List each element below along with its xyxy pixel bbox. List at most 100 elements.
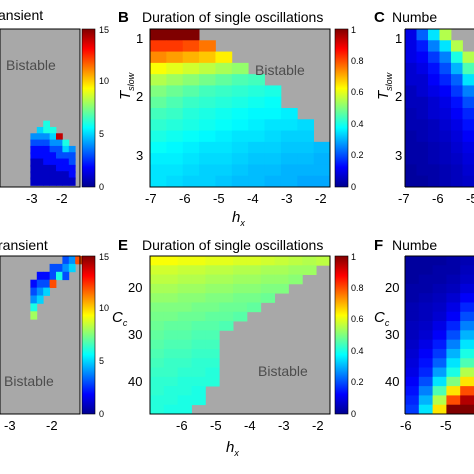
heatmap-cell (432, 321, 447, 331)
heatmap-cell (49, 145, 57, 155)
heatmap-cell (62, 164, 70, 174)
panel-b-xtick-3: -5 (213, 191, 225, 206)
heatmap-cell (432, 376, 447, 387)
heatmap-cell (231, 74, 249, 86)
heatmap-cell (451, 96, 463, 109)
heatmap-cell (191, 311, 206, 322)
panel-b-xtick-4: -4 (247, 191, 259, 206)
heatmap-cell (248, 130, 265, 143)
heatmap-cell (166, 141, 184, 154)
heatmap-cell (297, 119, 315, 131)
heatmap-cell (460, 348, 474, 359)
heatmap-cell (460, 386, 474, 396)
heatmap-cell (30, 152, 38, 161)
heatmap-cell (405, 386, 420, 396)
heatmap-cell (264, 108, 282, 120)
heatmap-cell (248, 141, 265, 154)
heatmap-cell (231, 141, 249, 154)
heatmap-cell (405, 74, 417, 86)
heatmap-cell (246, 302, 262, 313)
panel-b-xtick-1: -7 (145, 191, 157, 206)
panel-f: F Numbe -6 -5 20 30 40 Cc (374, 237, 474, 433)
heatmap-cell (182, 153, 200, 165)
heatmap-cell (460, 395, 474, 406)
heatmap-cell (150, 164, 167, 177)
heatmap-cell (446, 321, 461, 331)
heatmap-cell (418, 265, 433, 275)
heatmap-cell (219, 283, 234, 294)
heatmap-cell (49, 152, 57, 161)
heatmap-cell (150, 141, 167, 154)
heatmap-cell (166, 108, 184, 120)
heatmap-cell (150, 119, 167, 131)
heatmap-cell (150, 74, 167, 86)
heatmap-cell (297, 164, 315, 177)
heatmap-cell (460, 404, 474, 415)
heatmap-cell (280, 108, 298, 120)
heatmap-cell (163, 293, 179, 303)
heatmap-cell (313, 153, 331, 165)
heatmap-cell (49, 139, 57, 148)
panel-e-cb-tick-02: 0.2 (351, 377, 364, 387)
heatmap-cell (248, 119, 265, 131)
panel-b-ytick-3: 3 (136, 148, 143, 163)
heatmap-cell (150, 96, 167, 109)
heatmap-cell (191, 274, 206, 285)
heatmap-cell (297, 141, 315, 154)
panel-f-letter: F (374, 237, 383, 254)
panel-c-ytick-1: 1 (395, 31, 402, 46)
panel-d-cb-tick-15: 15 (99, 252, 109, 262)
heatmap-cell (246, 274, 262, 285)
heatmap-cell (274, 274, 289, 285)
heatmap-cell (177, 395, 192, 406)
heatmap-cell (166, 62, 184, 75)
heatmap-cell (205, 376, 220, 387)
heatmap-cell (150, 130, 167, 143)
heatmap-cell (56, 171, 63, 180)
panel-e: E Duration of single oscillations Bistab… (112, 237, 364, 458)
heatmap-cell (313, 164, 331, 177)
heatmap-cell (49, 263, 57, 273)
heatmap-cell (182, 40, 200, 52)
heatmap-cell (446, 283, 461, 294)
heatmap-cell (199, 175, 216, 188)
heatmap-cell (177, 367, 192, 378)
heatmap-cell (215, 164, 233, 177)
heatmap-cell (233, 311, 248, 322)
heatmap-cell (49, 271, 57, 281)
heatmap-cell (150, 376, 165, 387)
heatmap-cell (451, 62, 463, 75)
panel-b-cb-tick-0: 0 (351, 182, 356, 192)
panel-b-ytick-2: 2 (136, 89, 143, 104)
heatmap-cell (248, 164, 265, 177)
panel-f-ytick-1: 20 (385, 280, 399, 295)
heatmap-cell (405, 153, 417, 165)
heatmap-cell (439, 119, 452, 131)
panel-e-xtick-3: -4 (244, 418, 256, 433)
heatmap-cell (418, 376, 433, 387)
heatmap-cell (446, 265, 461, 275)
heatmap-cell (428, 130, 440, 143)
heatmap-cell (150, 51, 167, 64)
heatmap-cell (150, 293, 165, 303)
heatmap-cell (163, 348, 179, 359)
heatmap-cell (416, 164, 429, 177)
panel-a-cb-tick-15: 15 (99, 25, 109, 35)
panel-a-frame (0, 28, 81, 188)
panel-b-xtick-2: -6 (179, 191, 191, 206)
heatmap-cell (231, 130, 249, 143)
panel-b-title: Duration of single oscillations (142, 9, 323, 25)
heatmap-cell (416, 141, 429, 154)
heatmap-cell (313, 175, 331, 188)
heatmap-cell (405, 283, 420, 294)
panel-c-xtick-3: -5 (466, 191, 474, 206)
heatmap-cell (36, 164, 44, 174)
panel-a-title: ansient (0, 7, 43, 23)
panel-b-xtick-5: -3 (281, 191, 293, 206)
heatmap-cell (191, 367, 206, 378)
heatmap-cell (177, 321, 192, 331)
panel-b: B Duration of single oscillations Bistab… (117, 9, 364, 228)
heatmap-cell (36, 177, 44, 186)
heatmap-cell (418, 367, 433, 378)
heatmap-cell (36, 171, 44, 180)
